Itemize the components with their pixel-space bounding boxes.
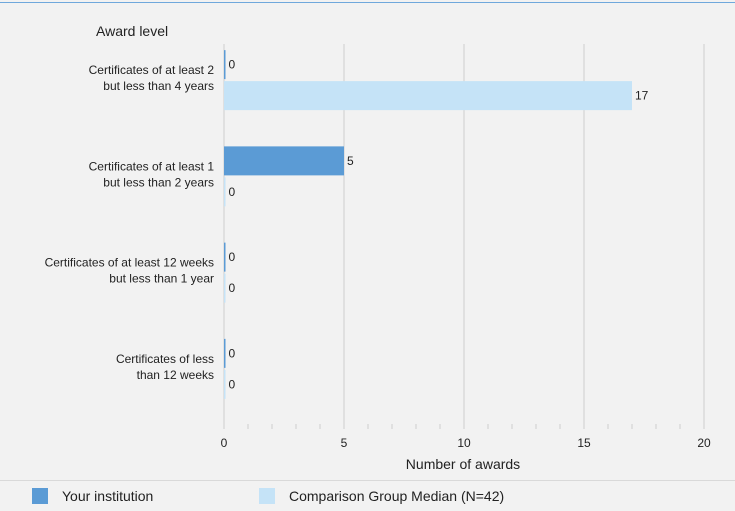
bar bbox=[224, 273, 226, 303]
data-label: 0 bbox=[229, 58, 236, 72]
data-label: 0 bbox=[229, 346, 236, 360]
legend-label-your-institution: Your institution bbox=[62, 488, 154, 504]
bar bbox=[224, 81, 632, 111]
data-label: 5 bbox=[347, 154, 354, 168]
data-label: 0 bbox=[229, 185, 236, 199]
x-tick-label: 0 bbox=[221, 436, 228, 450]
legend-item-comparison-group: Comparison Group Median (N=42) bbox=[259, 481, 504, 511]
category-label: Certificates of at least 2 but less than … bbox=[89, 63, 215, 93]
data-labels: 0 17 5 0 0 0 0 0 bbox=[229, 58, 649, 392]
category-labels: Certificates of at least 2 but less than … bbox=[45, 63, 215, 382]
bar bbox=[224, 146, 344, 176]
bar bbox=[224, 242, 226, 272]
bar-chart: Award level 0 17 5 0 0 0 0 0 Certificates of at… bbox=[45, 23, 711, 472]
bar bbox=[224, 369, 226, 399]
bar bbox=[224, 338, 226, 368]
legend-swatch-comparison-group bbox=[259, 488, 275, 504]
data-label: 0 bbox=[229, 250, 236, 264]
x-tick-label: 10 bbox=[457, 436, 471, 450]
x-tick-label: 20 bbox=[697, 436, 711, 450]
x-tick-label: 15 bbox=[577, 436, 591, 450]
chart-title: Award level bbox=[96, 23, 168, 39]
bar bbox=[224, 177, 226, 207]
top-rule bbox=[0, 2, 735, 3]
data-label: 0 bbox=[229, 377, 236, 391]
bar bbox=[224, 50, 226, 80]
x-tick-labels: 0 5 10 15 20 bbox=[221, 436, 711, 450]
x-tick-label: 5 bbox=[341, 436, 348, 450]
data-label: 17 bbox=[635, 89, 649, 103]
chart-panel: Award level 0 17 5 0 0 0 0 0 Certificates of at… bbox=[8, 4, 735, 479]
x-axis-title: Number of awards bbox=[406, 456, 520, 472]
category-label: Certificates of less than 12 weeks bbox=[116, 352, 214, 382]
legend: Your institution Comparison Group Median… bbox=[0, 480, 735, 511]
legend-swatch-your-institution bbox=[32, 488, 48, 504]
legend-label-comparison-group: Comparison Group Median (N=42) bbox=[289, 488, 505, 504]
category-label: Certificates of at least 12 weeks but les… bbox=[45, 256, 214, 286]
category-label: Certificates of at least 1 but less than … bbox=[89, 159, 215, 189]
bars bbox=[224, 50, 632, 399]
legend-item-your-institution: Your institution bbox=[32, 481, 153, 511]
data-label: 0 bbox=[229, 281, 236, 295]
